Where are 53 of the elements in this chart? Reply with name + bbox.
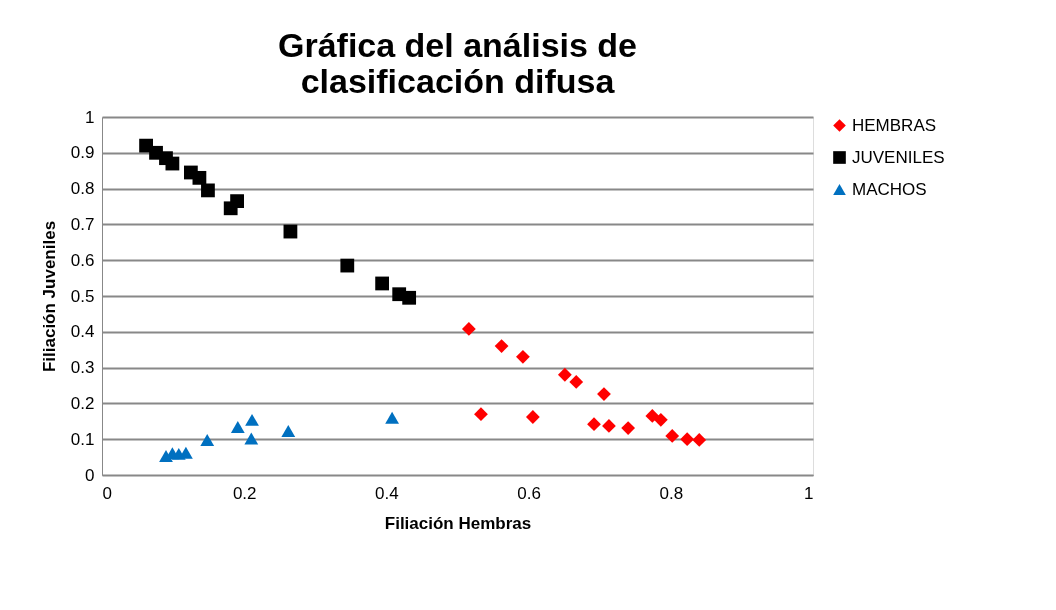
point: [525, 410, 540, 424]
point: [402, 290, 417, 305]
y-tick-label: 0.3: [70, 358, 95, 378]
point: [230, 194, 244, 209]
point: [680, 432, 695, 447]
point: [385, 411, 399, 424]
x-axis-title: Filiación Hembras: [384, 513, 532, 533]
x-tick-label: 1: [804, 483, 814, 503]
point: [665, 429, 680, 443]
text: clasificación difusa: [300, 62, 615, 100]
point: [645, 409, 660, 423]
y-axis-title: Filiación Juveniles: [39, 220, 59, 373]
point: [245, 413, 259, 426]
point: [244, 432, 259, 445]
x-tick-label: 0.8: [659, 483, 684, 503]
y-tick-label: 0: [85, 465, 95, 485]
point: [230, 421, 245, 433]
x-tick-label: 0.6: [517, 483, 541, 503]
point: [474, 407, 488, 422]
x-tick-label: 0.4: [375, 483, 399, 503]
point: [494, 339, 509, 354]
point: [516, 349, 530, 364]
y-tick-label: 0.4: [70, 322, 95, 342]
point: [557, 367, 572, 382]
point: [587, 417, 601, 432]
point: [653, 412, 668, 427]
point: [569, 375, 584, 389]
y-tick-label: 0.7: [70, 214, 95, 234]
x-tick-label: 0.2: [232, 483, 257, 503]
y-tick-label: 0.1: [70, 429, 95, 449]
legend-label: JUVENILES: [852, 147, 945, 167]
legend-label: MACHOS: [852, 179, 927, 199]
y-tick-label: 0.5: [70, 286, 95, 306]
legend-label: HEMBRAS: [852, 115, 937, 135]
y-tick-label: 0.6: [70, 250, 95, 270]
point: [165, 156, 180, 171]
y-tick-label: 0.8: [70, 179, 95, 199]
point: [602, 419, 616, 433]
point: [200, 433, 215, 446]
y-tick-label: 0.2: [70, 393, 95, 413]
y-tick-label: 0.9: [70, 143, 95, 163]
point: [597, 387, 611, 401]
point: [281, 425, 296, 437]
y-tick-label: 1: [85, 107, 95, 127]
point: [692, 433, 707, 447]
point: [192, 170, 207, 185]
text: Gráfica del análisis de: [277, 26, 638, 64]
point: [375, 276, 390, 291]
point: [621, 421, 636, 435]
point: [201, 183, 215, 198]
point: [461, 322, 476, 336]
x-tick-label: 0: [102, 483, 112, 503]
point: [340, 258, 355, 273]
